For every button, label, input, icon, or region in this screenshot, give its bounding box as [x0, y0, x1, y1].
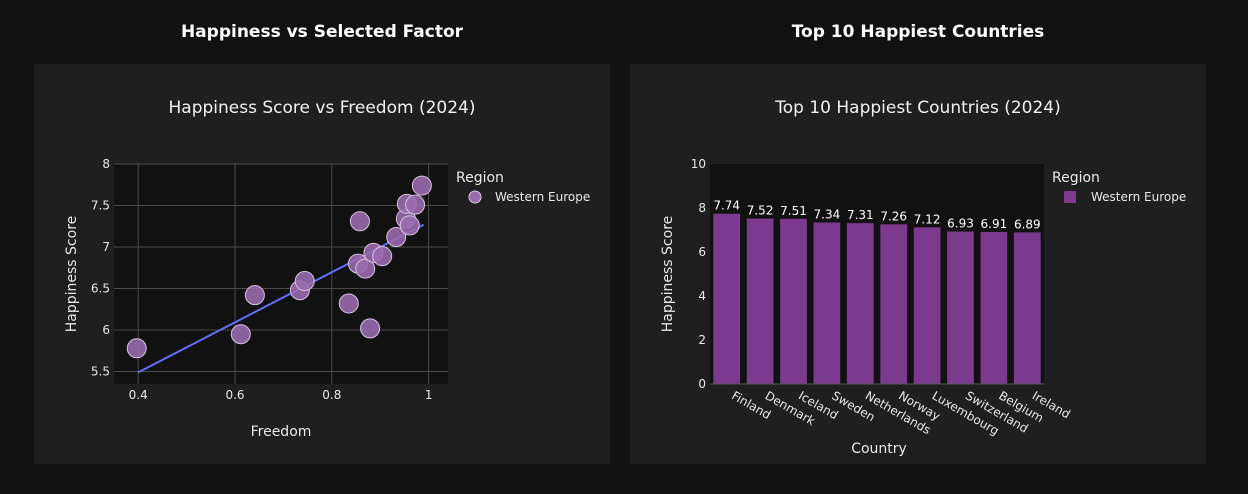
bar-value-label: 7.74	[713, 199, 740, 213]
bar-chart: Top 10 Happiest Countries (2024) 0 2 4 6 8 10 7…	[660, 98, 1186, 457]
bar-chart-panel: Top 10 Happiest Countries (2024) 0 2 4 6 8 10 7…	[630, 64, 1206, 464]
scatter-x-axis-label: Freedom	[251, 424, 312, 440]
scatter-y-tick-label: 7.5	[91, 199, 110, 213]
bar-legend-label: Western Europe	[1091, 190, 1186, 204]
bar-y-tick-label: 2	[698, 333, 706, 347]
scatter-point	[349, 211, 370, 232]
bar-legend-swatch	[1064, 191, 1076, 203]
scatter-chart-panel: Happiness Score vs Freedom (2024) 0.4 0.6 0…	[34, 64, 610, 464]
right-panel-heading: Top 10 Happiest Countries	[791, 22, 1045, 42]
bar-value-label: 7.34	[814, 208, 841, 222]
left-panel-heading: Happiness vs Selected Factor	[180, 22, 464, 42]
bar-value-label: 7.51	[780, 204, 807, 218]
scatter-legend-label: Western Europe	[495, 190, 590, 204]
scatter-y-tick-label: 8	[102, 157, 110, 171]
bar	[713, 213, 741, 384]
scatter-legend-marker	[468, 190, 482, 204]
bar-value-label: 7.12	[914, 212, 941, 226]
bar	[880, 224, 908, 384]
scatter-point	[360, 318, 381, 339]
scatter-chart-title: Happiness Score vs Freedom (2024)	[169, 98, 476, 118]
bar	[947, 231, 974, 384]
scatter-point	[230, 324, 251, 345]
bar-value-label: 7.52	[747, 204, 774, 218]
scatter-x-tick-label: 0.4	[129, 388, 148, 402]
scatter-y-axis-label: Happiness Score	[64, 216, 80, 333]
scatter-point	[372, 246, 393, 267]
bar-value-label: 6.93	[947, 217, 974, 231]
bar-value-label: 6.91	[981, 217, 1008, 231]
bar-x-axis-label: Country	[851, 441, 907, 457]
bar-value-label: 6.89	[1014, 217, 1041, 231]
bar	[980, 231, 1008, 384]
scatter-y-tick-label: 6.5	[91, 282, 110, 296]
scatter-y-tick-label: 6	[102, 323, 110, 337]
scatter-legend-title: Region	[456, 170, 504, 186]
bar-y-axis-label: Happiness Score	[660, 216, 676, 333]
scatter-point	[386, 227, 407, 248]
bar-value-label: 7.26	[880, 209, 907, 223]
bar	[1013, 232, 1041, 384]
bar	[846, 223, 874, 384]
scatter-point	[405, 194, 426, 215]
scatter-x-tick-label: 1	[425, 388, 433, 402]
bar-legend-title: Region	[1052, 170, 1100, 186]
bar	[780, 218, 807, 384]
bar-y-tick-label: 4	[698, 289, 706, 303]
scatter-point	[411, 175, 432, 196]
scatter-y-tick-label: 7	[102, 240, 110, 254]
bar	[746, 218, 774, 384]
bar-y-tick-label: 6	[698, 245, 706, 259]
scatter-point	[399, 215, 420, 236]
scatter-point	[338, 293, 359, 314]
bar-chart-title: Top 10 Happiest Countries (2024)	[774, 98, 1060, 118]
bar	[813, 222, 841, 384]
scatter-x-tick-label: 0.6	[225, 388, 244, 402]
bar-y-tick-label: 10	[691, 157, 706, 171]
scatter-point	[244, 285, 265, 306]
scatter-x-tick-label: 0.8	[322, 388, 341, 402]
scatter-chart: Happiness Score vs Freedom (2024) 0.4 0.6 0…	[64, 98, 590, 440]
bar-value-label: 7.31	[847, 208, 874, 222]
scatter-plot-area	[114, 164, 448, 384]
scatter-y-tick-label: 5.5	[91, 365, 110, 379]
scatter-point	[355, 258, 376, 279]
scatter-point	[294, 271, 315, 292]
bar-y-tick-label: 8	[698, 201, 706, 215]
bar	[913, 227, 941, 384]
bar-y-tick-label: 0	[698, 377, 706, 391]
scatter-point	[126, 338, 147, 359]
